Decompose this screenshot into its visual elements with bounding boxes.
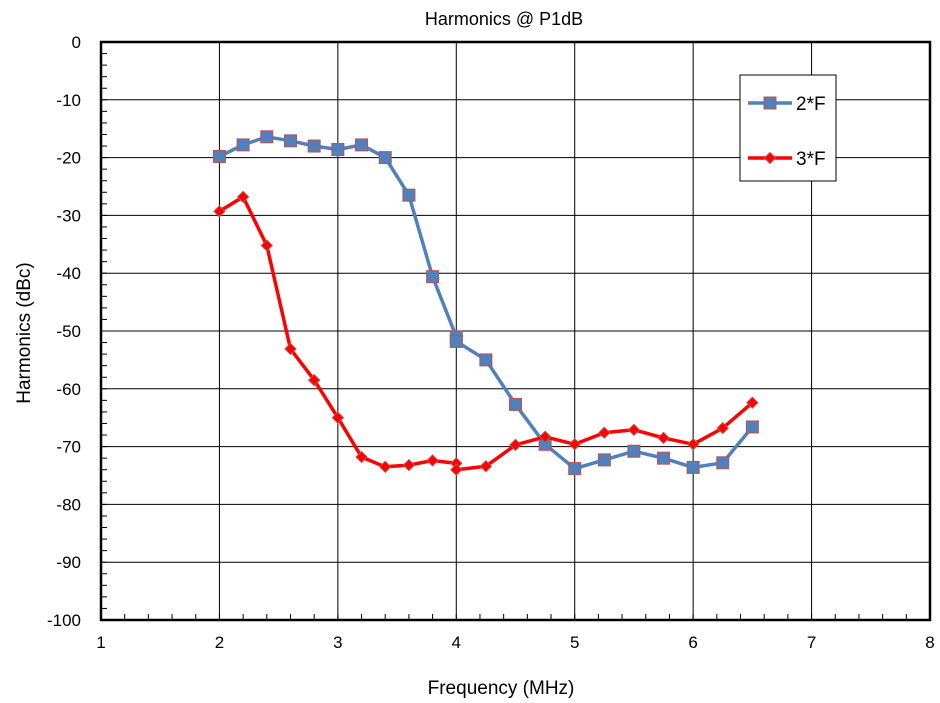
y-tick-label: -20 [56,149,81,168]
x-tick-label: 3 [333,633,342,652]
data-point [236,138,250,152]
series-line [218,195,754,472]
data-point [212,149,226,163]
data-point [538,430,552,443]
y-tick-label: -100 [47,611,81,630]
data-point [450,463,463,476]
series-2f [212,130,759,476]
x-axis-tick-labels: 1 2 3 4 5 6 7 8 [96,633,934,652]
data-point [355,138,369,152]
data-point [657,431,670,445]
x-axis-title: Frequency (MHz) [428,678,575,699]
x-tick-label: 5 [570,633,579,652]
data-point [479,460,493,473]
data-point [236,190,250,204]
data-point [331,411,345,424]
data-point [379,460,392,474]
data-point [746,396,759,409]
data-point [283,134,297,148]
data-point [686,460,700,474]
data-point [449,334,463,348]
legend-label: 3*F [796,149,826,170]
x-tick-label: 6 [688,633,697,652]
data-point [213,205,226,218]
x-tick-label: 7 [807,633,816,652]
y-tick-label: -80 [56,495,81,514]
data-point [716,421,729,435]
series-layer [212,130,759,476]
series-3f [213,190,759,476]
y-tick-label: -10 [56,91,81,110]
data-point [745,420,759,434]
chart-title: Harmonics @ P1dB [425,9,583,29]
x-tick-label: 1 [96,633,105,652]
data-point [716,456,730,470]
data-point [402,188,416,202]
data-point [355,450,368,464]
data-point [426,454,439,467]
grid-lines [100,41,931,621]
data-point [378,151,392,165]
x-tick-label: 8 [925,633,934,652]
data-point [627,444,641,458]
series-line [218,135,754,471]
y-tick-label: -40 [56,264,81,283]
data-point [509,438,522,452]
data-point [479,353,493,367]
data-point [568,438,581,451]
data-point [686,438,700,451]
y-tick-label: -30 [56,206,81,225]
y-tick-label: -70 [56,438,81,457]
data-point [568,462,582,476]
data-point [307,373,321,387]
plot-frame [99,40,932,622]
legend: 2*F 3*F [739,74,837,182]
legend-box [739,74,837,182]
data-point [402,458,416,472]
data-point [284,342,297,356]
y-tick-label: -60 [56,380,81,399]
data-point [307,139,321,153]
data-point [426,270,440,284]
x-tick-label: 2 [215,633,224,652]
x-tick-label: 4 [452,633,461,652]
data-point [657,451,671,465]
y-axis-title: Harmonics (dBc) [14,262,35,403]
legend-marker [763,151,777,165]
data-point [597,453,611,467]
data-point [260,239,274,252]
data-point [598,426,611,439]
y-tick-label: -50 [56,322,81,341]
data-point [331,143,345,157]
y-tick-label: -90 [56,553,81,572]
data-point [509,397,522,411]
legend-marker [763,96,777,110]
data-point [627,423,641,437]
legend-label: 2*F [796,94,826,115]
y-tick-label: 0 [72,33,81,52]
data-point [260,130,274,144]
y-axis-tick-labels: 0 -10 -20 -30 -40 -50 -60 -70 -80 -90 -100 [47,33,81,630]
